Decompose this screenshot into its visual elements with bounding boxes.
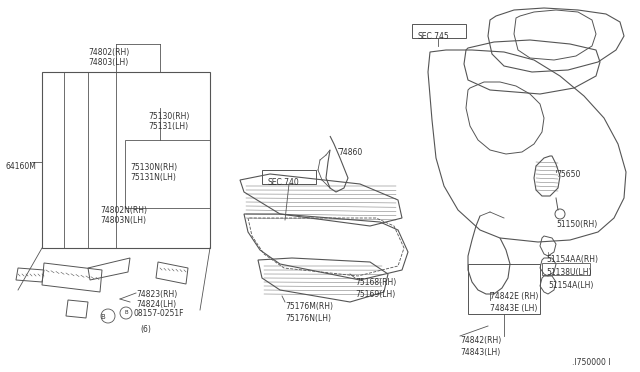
Text: 74824(LH): 74824(LH) — [136, 300, 176, 309]
Bar — [262, 170, 316, 184]
Text: 74803N(LH): 74803N(LH) — [100, 216, 146, 225]
Text: 51138U(LH): 51138U(LH) — [546, 268, 591, 277]
Text: 75650: 75650 — [556, 170, 580, 179]
Text: 74802(RH): 74802(RH) — [88, 48, 129, 57]
Text: 75131N(LH): 75131N(LH) — [130, 173, 176, 182]
Text: 51150(RH): 51150(RH) — [556, 220, 597, 229]
Text: 75169(LH): 75169(LH) — [355, 290, 396, 299]
Text: 74803(LH): 74803(LH) — [88, 58, 128, 67]
Text: 51154A(LH): 51154A(LH) — [548, 281, 593, 290]
Text: .I750000 I: .I750000 I — [572, 358, 611, 367]
Bar — [542, 263, 590, 275]
Text: 75168(RH): 75168(RH) — [355, 278, 396, 287]
Text: 08157-0251F: 08157-0251F — [134, 308, 184, 317]
Text: 75131(LH): 75131(LH) — [148, 122, 188, 131]
Bar — [468, 264, 540, 314]
Bar — [412, 24, 466, 38]
Text: 74842(RH): 74842(RH) — [460, 336, 501, 345]
Text: SEC.745: SEC.745 — [418, 32, 450, 41]
Text: 74842E (RH): 74842E (RH) — [490, 292, 538, 301]
Text: 74860: 74860 — [338, 148, 362, 157]
Text: B: B — [124, 311, 128, 315]
Text: 51154AA(RH): 51154AA(RH) — [546, 255, 598, 264]
Text: 74802N(RH): 74802N(RH) — [100, 206, 147, 215]
Text: (6): (6) — [140, 325, 151, 334]
Text: 75176N(LH): 75176N(LH) — [285, 314, 331, 323]
Text: 75130(RH): 75130(RH) — [148, 112, 189, 121]
Bar — [42, 72, 210, 248]
Text: B: B — [100, 314, 106, 320]
Text: 75176M(RH): 75176M(RH) — [285, 302, 333, 311]
Text: 74843E (LH): 74843E (LH) — [490, 304, 538, 313]
Text: 74843(LH): 74843(LH) — [460, 348, 500, 357]
Text: 74823(RH): 74823(RH) — [136, 290, 177, 299]
Bar — [125, 140, 210, 208]
Text: 75130N(RH): 75130N(RH) — [130, 163, 177, 172]
Text: 64160M: 64160M — [6, 162, 37, 171]
Text: SEC.740: SEC.740 — [268, 178, 300, 187]
